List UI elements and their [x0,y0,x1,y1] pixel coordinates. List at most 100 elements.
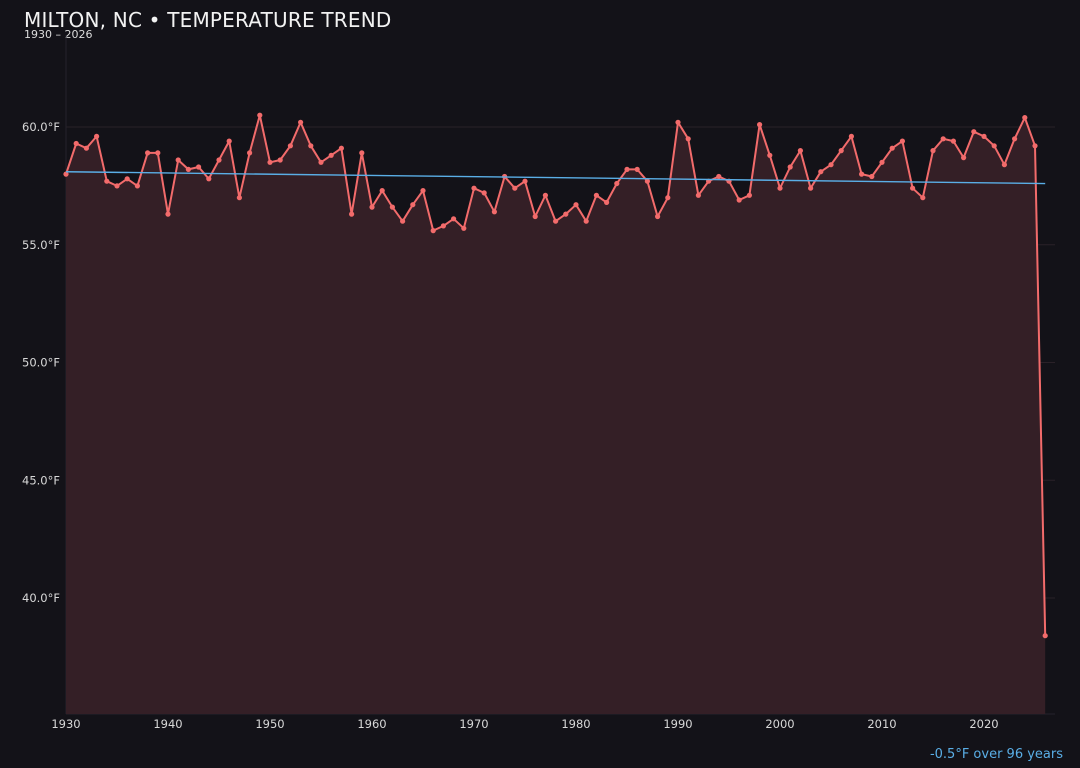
data-point [308,143,314,149]
data-point [73,140,79,147]
data-point [196,164,202,170]
data-point [349,211,355,217]
data-point [675,119,681,125]
x-tick-label: 1940 [153,717,182,731]
data-point [145,150,151,156]
y-tick-label: 55.0°F [22,238,60,252]
data-point [767,152,773,158]
data-point [859,171,865,177]
chart-title: MILTON, NC • TEMPERATURE TREND [24,8,392,32]
data-point [757,122,763,128]
data-point [869,173,875,180]
data-point [879,159,885,165]
y-tick-label: 45.0°F [22,473,60,487]
data-point [430,228,436,234]
x-tick-label: 1970 [459,717,488,731]
data-point [410,202,416,208]
data-point [573,202,579,208]
data-point [940,136,946,142]
data-point [971,129,977,135]
data-point [634,166,640,172]
data-point [247,150,253,156]
data-point [165,211,171,217]
data-point [736,197,742,203]
y-axis-ticks: 40.0°F 45.0°F 50.0°F 55.0°F 60.0°F [22,120,60,605]
data-point [991,143,997,149]
data-point [961,155,967,161]
data-point [359,150,365,156]
data-point [563,211,569,217]
data-point [593,192,600,198]
data-point [542,192,549,198]
temperature-markers [63,112,1048,639]
data-point [389,204,395,210]
x-tick-label: 1990 [663,717,692,731]
data-point [369,204,375,210]
data-point [716,173,722,180]
data-point [134,183,140,189]
data-point [451,216,457,222]
data-point [216,157,222,163]
data-point [583,218,589,224]
data-point [379,188,385,194]
data-point [899,138,906,144]
data-point [236,195,242,201]
data-point [797,148,804,154]
x-tick-label: 1960 [357,717,386,731]
data-point [838,148,844,154]
data-point [155,150,161,156]
data-point [1032,143,1038,149]
data-point [104,178,110,184]
data-point [481,190,487,196]
trend-line [65,171,1046,185]
data-point [920,195,926,201]
y-tick-label: 40.0°F [22,591,60,605]
data-point [338,145,344,151]
x-tick-label: 2010 [867,717,896,731]
data-point [889,145,895,151]
data-point [808,185,814,191]
x-tick-label: 2020 [969,717,998,731]
data-point [461,225,467,231]
data-point [604,199,610,205]
data-point [185,166,191,172]
data-point [930,148,936,154]
data-point [950,138,957,144]
data-point [614,180,620,187]
data-point [1042,633,1048,639]
x-tick-label: 1930 [51,717,80,731]
data-point [828,162,834,168]
data-point [685,136,691,142]
data-point [746,192,753,198]
data-point [318,159,324,165]
data-point [1022,115,1028,121]
data-point [644,178,651,184]
data-point [1012,136,1018,142]
y-tick-label: 50.0°F [22,356,60,370]
data-point [624,166,630,172]
data-point [522,178,528,184]
x-tick-label: 1950 [255,717,284,731]
data-point [114,183,120,189]
data-point [471,185,477,191]
x-axis-ticks: 1930 1940 1950 1960 1970 1980 1990 2000 2010 2020 [51,717,998,731]
data-point [420,188,426,194]
data-point [553,218,559,224]
data-point [226,138,232,144]
data-point [981,133,987,139]
data-point [910,185,916,191]
data-point [287,143,293,149]
data-point [665,195,671,201]
data-point [94,133,100,139]
trend-annotation: -0.5°F over 96 years [929,747,1063,762]
data-point [512,185,518,191]
chart-subtitle: 1930 – 2026 [24,28,93,41]
x-tick-label: 1980 [561,717,590,731]
data-point [695,192,702,198]
data-point [267,159,273,165]
data-point [787,164,793,170]
temperature-area-fill [66,115,1046,714]
data-point [818,169,824,175]
y-tick-label: 60.0°F [22,120,60,134]
